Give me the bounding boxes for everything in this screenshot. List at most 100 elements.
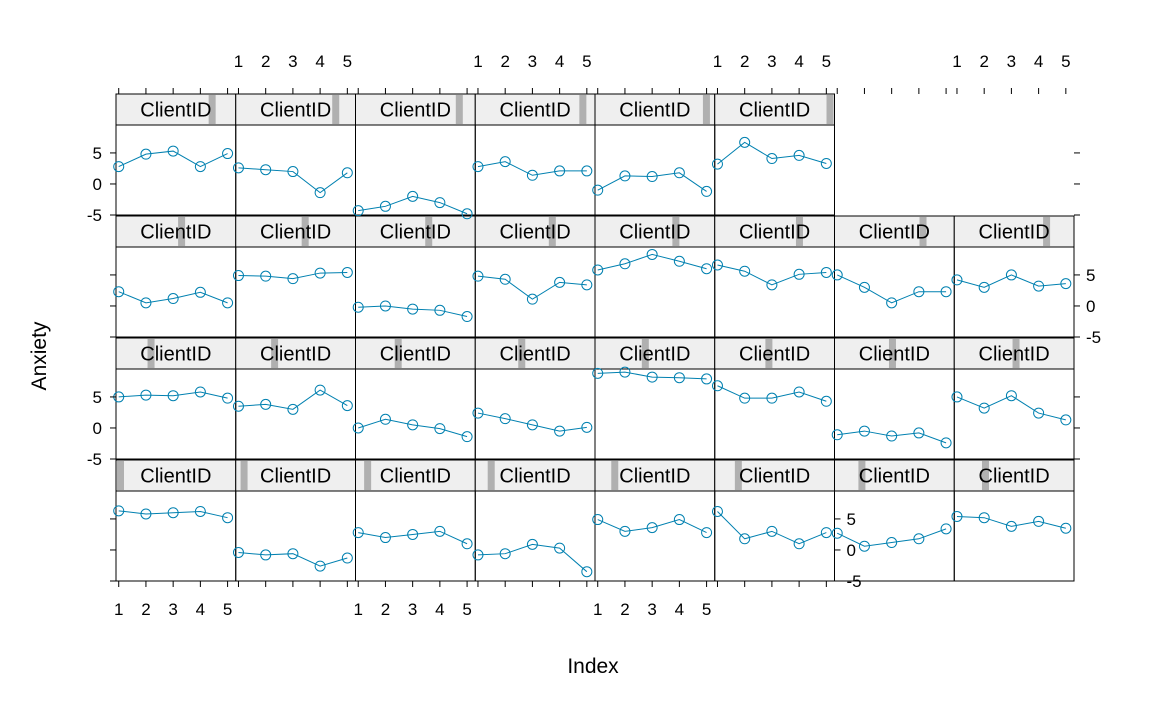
data-point [592,184,604,196]
data-point [352,527,364,539]
strip-label: ClientID [619,100,690,122]
x-tick-label: 1 [234,52,243,71]
panel: ClientID [951,337,1075,460]
panel-plot-area [355,246,476,338]
data-point [619,170,631,182]
panel-plot-area [115,490,237,582]
panel: ClientID [592,337,716,460]
strip-label: ClientID [140,344,211,366]
series-line [358,195,468,215]
series-line [597,519,707,534]
strip-label: ClientID [739,466,810,488]
panel: ClientID [472,337,596,460]
strip-level-marker [147,339,155,368]
x-tick-label: 1 [473,52,482,71]
data-point [940,286,952,298]
strip-label: ClientID [380,100,451,122]
data-point [287,403,299,415]
strip-level-marker [919,217,927,246]
strip-level-marker [240,461,248,490]
data-point [113,161,125,173]
strip-label: ClientID [619,466,690,488]
strip-background [115,459,237,492]
panel-plot-area [235,246,356,338]
data-point [581,165,593,177]
panel-plot-area [474,368,596,460]
panel: ClientID [951,215,1075,338]
data-point [314,267,326,279]
series-line [238,389,348,410]
strip-background [594,215,716,248]
data-point [581,421,593,433]
data-point [951,391,963,403]
strip-level-marker [364,461,372,490]
data-point [526,293,538,305]
strip-background [714,93,835,126]
data-point [820,157,832,169]
panel-plot-area [474,490,596,582]
data-point [140,148,152,160]
x-tick-label: 2 [740,52,749,71]
data-point [820,266,832,278]
strip-level-marker [734,461,742,490]
strip-level-marker [1012,339,1020,368]
strip-label: ClientID [859,344,930,366]
series-line [477,543,588,573]
x-tick-label: 1 [593,600,602,619]
series-line [717,385,827,402]
data-point [1005,520,1017,532]
x-tick-label: 5 [582,52,591,71]
y-axis-right: -5 0 5 [834,510,862,591]
data-point [499,548,511,560]
data-point [858,425,870,437]
x-tick-label: 5 [223,600,232,619]
strip-label: ClientID [500,466,571,488]
strip-level-marker [1043,217,1051,246]
data-point [619,366,631,378]
data-point [194,505,206,517]
data-point [673,372,685,384]
x-axis-top [118,88,229,94]
series-line [118,510,228,519]
strip-level-marker [455,95,463,124]
x-tick-label: 3 [288,52,297,71]
y-tick-label: 5 [1086,266,1095,285]
data-point [260,549,272,561]
x-tick-label: 5 [343,52,352,71]
data-point [711,259,723,271]
data-point [1005,269,1017,281]
data-point [673,514,685,526]
data-point [701,263,713,275]
y-axis-left [110,274,116,338]
strip-label: ClientID [979,222,1050,244]
panel: ClientID [232,93,356,216]
data-point [434,197,446,209]
x-tick-label: 5 [1061,52,1070,71]
data-point [793,149,805,161]
x-axis-bottom [237,581,348,587]
y-tick-label: -5 [87,450,102,469]
x-tick-label: 2 [620,600,629,619]
data-point [379,200,391,212]
data-point [554,542,566,554]
panel: ClientID [711,459,835,582]
series-line [837,528,947,547]
strip-background [953,215,1075,248]
strip-label: ClientID [380,466,451,488]
strip-background [953,459,1075,492]
data-point [526,169,538,181]
data-point [831,429,843,441]
panel-plot-area [953,368,1075,460]
data-point [831,269,843,281]
series-line [956,515,1066,529]
data-point [646,171,658,183]
data-point [793,386,805,398]
data-point [1033,515,1045,527]
data-point [766,279,778,291]
x-tick-label: 4 [675,600,684,619]
data-point [461,311,473,323]
